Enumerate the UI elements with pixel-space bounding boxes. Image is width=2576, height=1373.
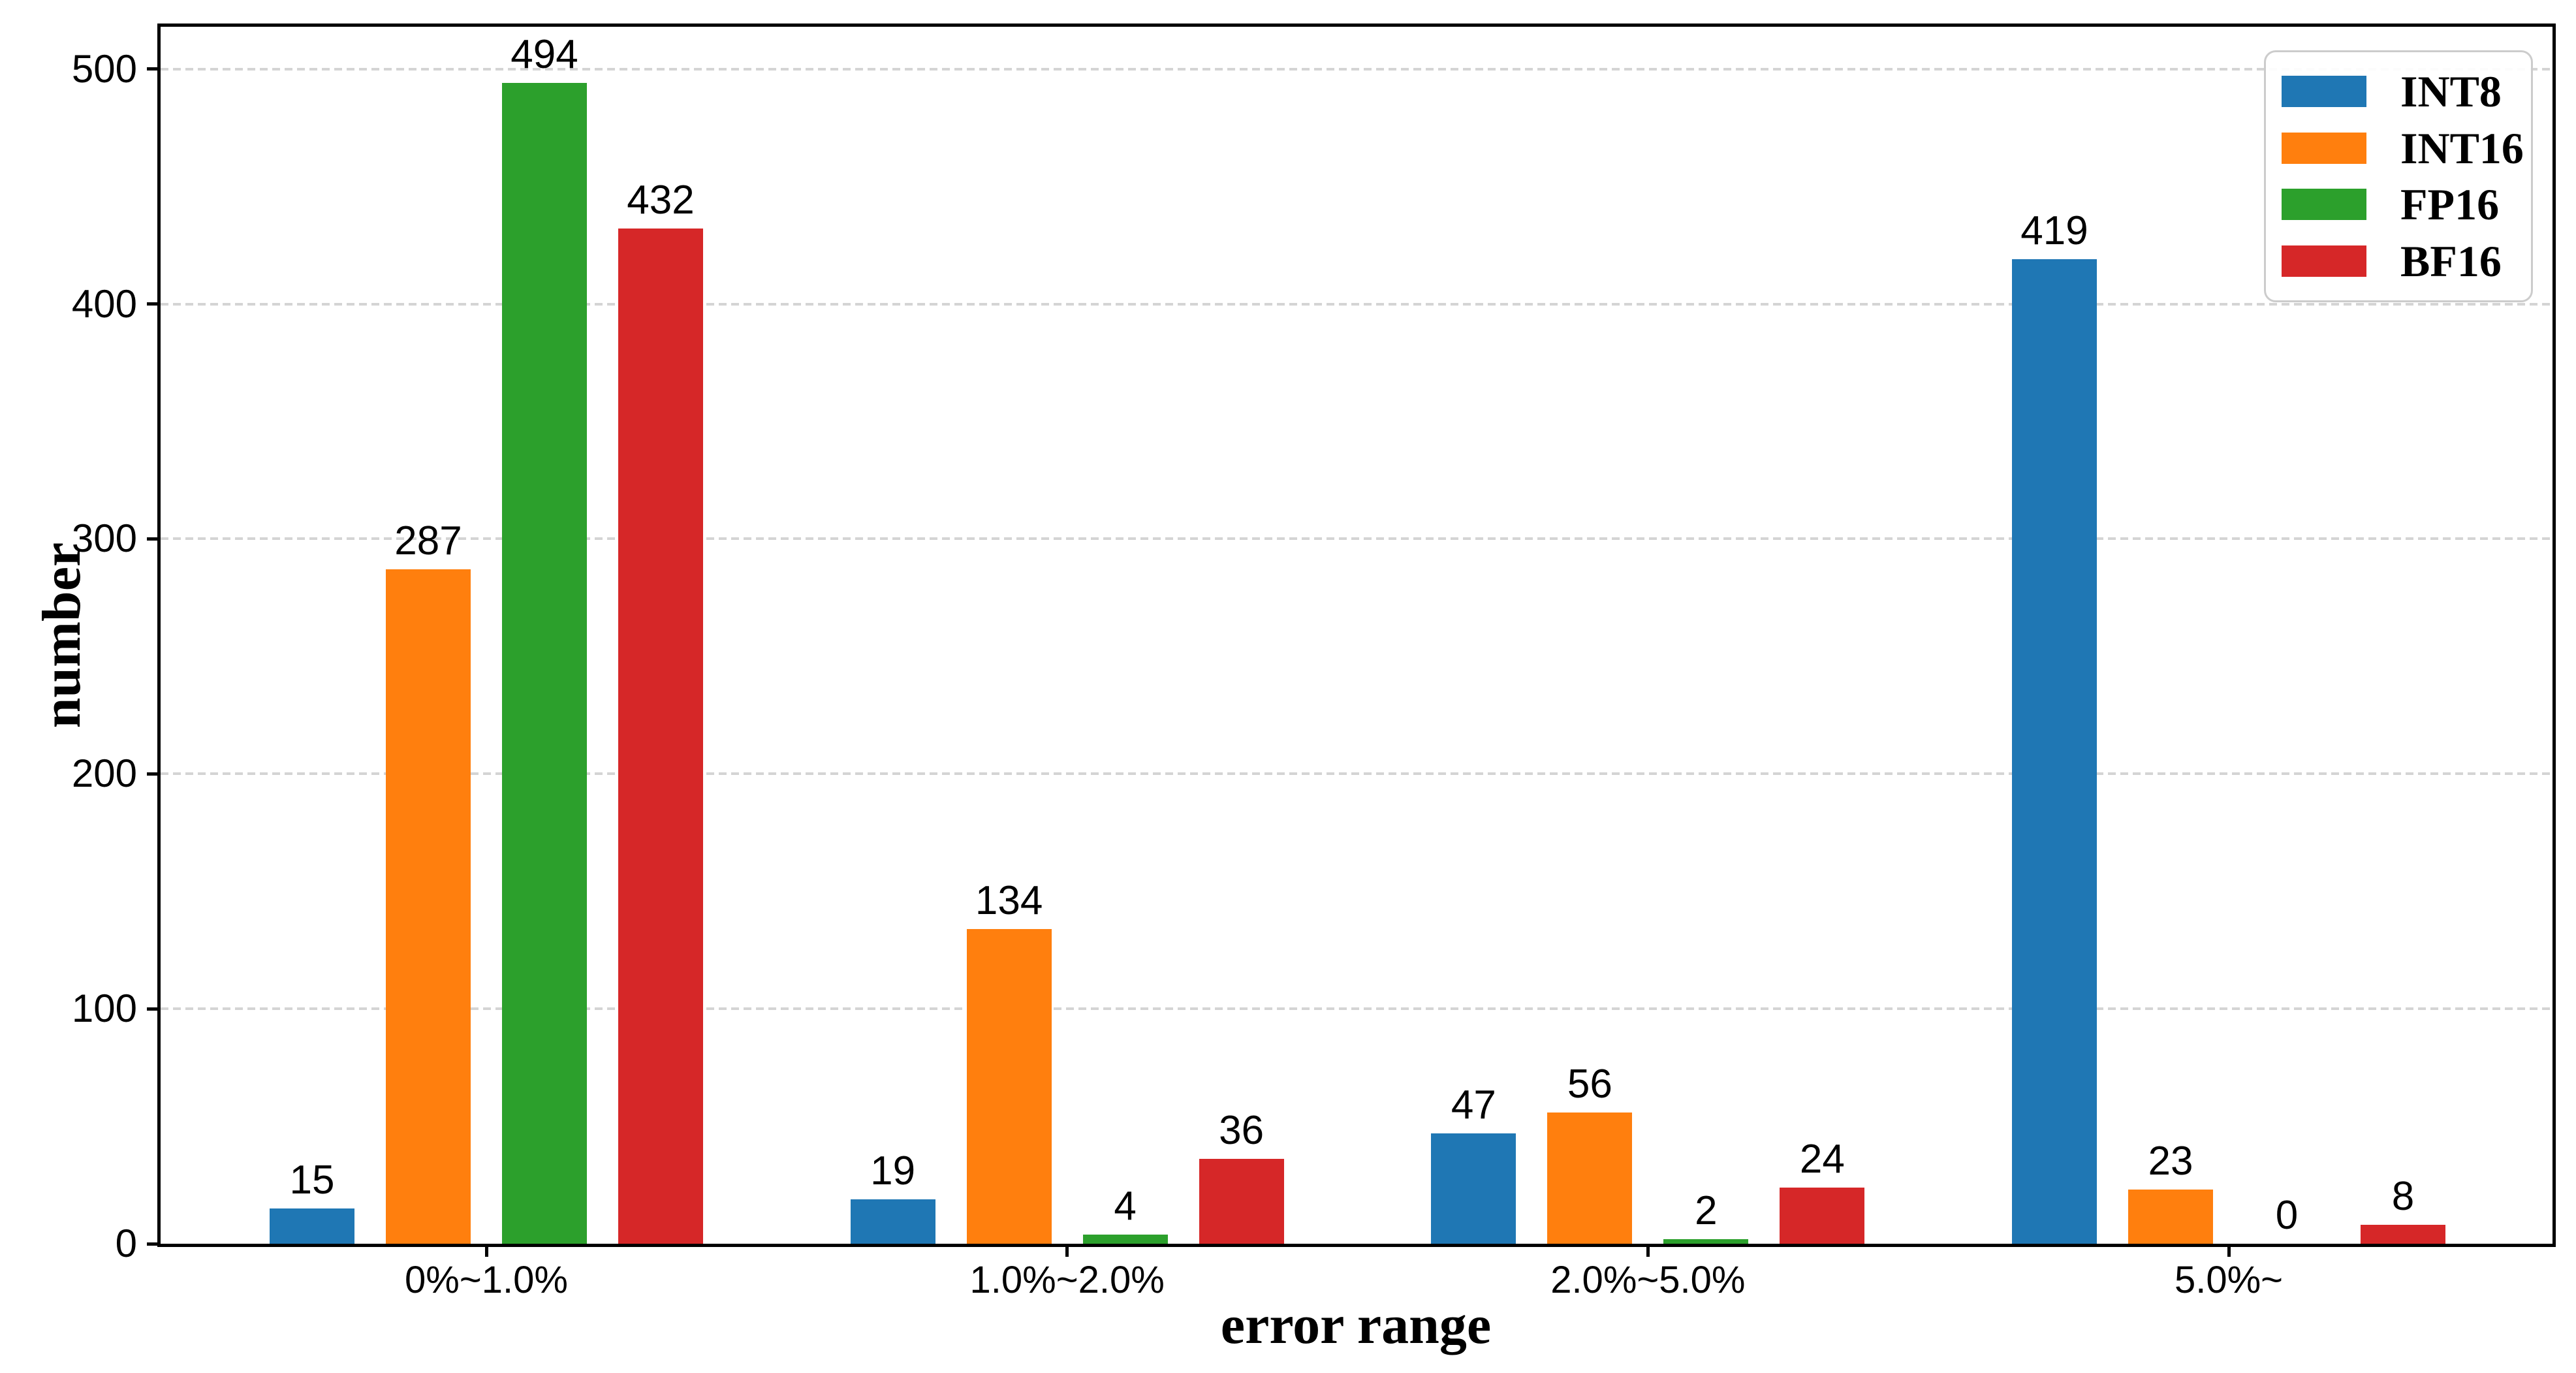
legend-swatch-FP16 bbox=[2282, 189, 2366, 221]
gridlines bbox=[161, 27, 2552, 1244]
legend-label-INT16: INT16 bbox=[2400, 123, 2524, 173]
y-tick-300 bbox=[147, 537, 161, 541]
bar-value-INT16-2.0%~5.0%: 56 bbox=[1567, 1061, 1612, 1107]
legend-swatch-BF16 bbox=[2282, 245, 2366, 277]
bar-INT8-5.0%~ bbox=[2012, 259, 2097, 1244]
bar-INT8-0%~1.0% bbox=[270, 1208, 354, 1244]
legend: INT8 INT16 FP16 BF16 bbox=[2264, 50, 2533, 302]
x-tick-label-0%~1.0%: 0%~1.0% bbox=[405, 1259, 568, 1301]
y-tick-100 bbox=[147, 1007, 161, 1011]
x-tick-label-2.0%~5.0%: 2.0%~5.0% bbox=[1550, 1259, 1746, 1301]
bar-value-INT8-2.0%~5.0%: 47 bbox=[1451, 1082, 1496, 1128]
bar-value-BF16-2.0%~5.0%: 24 bbox=[1799, 1136, 1845, 1182]
legend-swatch-INT8 bbox=[2282, 76, 2366, 107]
y-tick-label-400: 400 bbox=[71, 281, 137, 326]
legend-label-BF16: BF16 bbox=[2400, 236, 2502, 286]
y-axis-title: number bbox=[31, 542, 92, 729]
x-axis-title: error range bbox=[1220, 1295, 1492, 1355]
bar-INT16-0%~1.0% bbox=[386, 569, 471, 1244]
y-tick-label-200: 200 bbox=[71, 751, 137, 796]
gridline-300 bbox=[161, 537, 2552, 541]
x-tick-2.0%~5.0% bbox=[1646, 1246, 1650, 1257]
y-tick-label-0: 0 bbox=[115, 1222, 137, 1265]
bar-BF16-2.0%~5.0% bbox=[1780, 1187, 1865, 1244]
legend-swatch-INT16 bbox=[2282, 132, 2366, 164]
bar-value-INT16-0%~1.0%: 287 bbox=[394, 518, 462, 564]
legend-label-INT8: INT8 bbox=[2400, 67, 2502, 116]
bar-FP16-0%~1.0% bbox=[502, 83, 587, 1244]
x-tick-label-1.0%~2.0%: 1.0%~2.0% bbox=[969, 1259, 1165, 1301]
x-tick-0%~1.0% bbox=[484, 1246, 488, 1257]
bar-FP16-1.0%~2.0% bbox=[1082, 1234, 1168, 1244]
bars-layer: 15 19 47 419 287 134 56 23 494 4 2 0 432 36 24 8 bbox=[161, 27, 2552, 1244]
bar-INT16-1.0%~2.0% bbox=[966, 928, 1052, 1244]
bar-value-BF16-0%~1.0%: 432 bbox=[627, 178, 695, 223]
bar-value-BF16-5.0%~: 8 bbox=[2391, 1174, 2415, 1220]
x-tick-label-5.0%~: 5.0%~ bbox=[2174, 1259, 2284, 1301]
y-tick-label-500: 500 bbox=[71, 46, 137, 91]
legend-item-BF16: BF16 bbox=[2282, 239, 2515, 283]
bar-INT8-2.0%~5.0% bbox=[1431, 1133, 1516, 1244]
legend-item-INT16: INT16 bbox=[2282, 126, 2524, 170]
y-tick-500 bbox=[147, 67, 161, 71]
y-tick-400 bbox=[147, 302, 161, 306]
bar-value-INT8-1.0%~2.0%: 19 bbox=[870, 1148, 916, 1193]
bar-INT16-5.0%~ bbox=[2128, 1190, 2213, 1244]
legend-item-INT8: INT8 bbox=[2282, 69, 2515, 114]
gridline-200 bbox=[161, 772, 2552, 776]
bar-value-INT8-0%~1.0%: 15 bbox=[289, 1158, 335, 1203]
bar-value-FP16-2.0%~5.0%: 2 bbox=[1695, 1188, 1718, 1233]
x-tick-5.0%~ bbox=[2227, 1246, 2231, 1257]
bar-BF16-5.0%~ bbox=[2361, 1225, 2445, 1244]
gridline-100 bbox=[161, 1007, 2552, 1011]
gridline-400 bbox=[161, 302, 2552, 306]
plot-area: 15 19 47 419 287 134 56 23 494 4 2 0 432 36 24 8 INT8 IN… bbox=[157, 24, 2556, 1247]
bar-value-INT16-1.0%~2.0%: 134 bbox=[975, 877, 1043, 923]
x-tick-1.0%~2.0% bbox=[1065, 1246, 1069, 1257]
legend-label-FP16: FP16 bbox=[2400, 180, 2500, 230]
gridline-500 bbox=[161, 67, 2552, 71]
bar-value-INT16-5.0%~: 23 bbox=[2148, 1139, 2193, 1184]
bar-BF16-1.0%~2.0% bbox=[1199, 1159, 1284, 1244]
bar-value-INT8-5.0%~: 419 bbox=[2020, 208, 2088, 254]
y-tick-label-300: 300 bbox=[71, 516, 137, 561]
bar-value-FP16-0%~1.0%: 494 bbox=[510, 32, 578, 78]
bar-value-FP16-1.0%~2.0%: 4 bbox=[1114, 1183, 1137, 1229]
bar-INT8-1.0%~2.0% bbox=[850, 1199, 935, 1244]
bar-value-BF16-1.0%~2.0%: 36 bbox=[1219, 1108, 1264, 1154]
legend-item-FP16: FP16 bbox=[2282, 182, 2515, 227]
y-tick-label-100: 100 bbox=[71, 986, 137, 1031]
bar-INT16-2.0%~5.0% bbox=[1547, 1112, 1633, 1244]
y-tick-0 bbox=[147, 1242, 161, 1246]
bar-BF16-0%~1.0% bbox=[618, 229, 703, 1244]
y-tick-200 bbox=[147, 772, 161, 776]
bar-value-FP16-5.0%~: 0 bbox=[2275, 1193, 2299, 1238]
bar-FP16-2.0%~5.0% bbox=[1663, 1239, 1749, 1244]
